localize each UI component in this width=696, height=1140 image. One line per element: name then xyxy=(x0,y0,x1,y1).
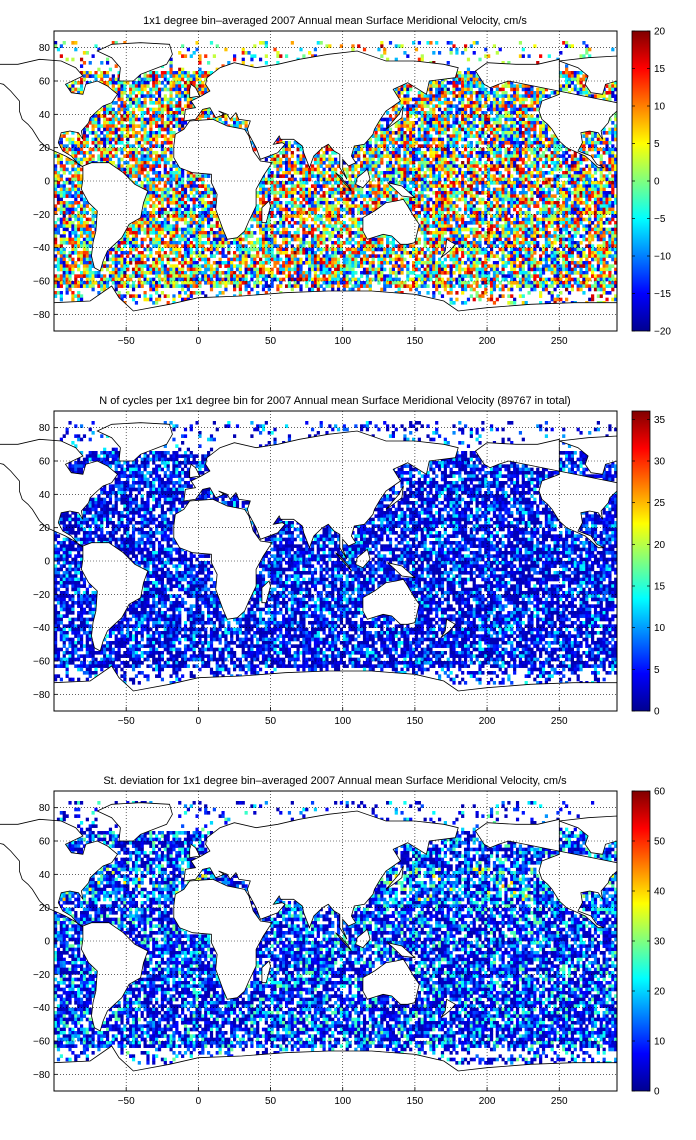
x-tick-label: 100 xyxy=(334,1096,351,1107)
x-tick-label: 150 xyxy=(407,716,424,727)
panel-velocity: 1x1 degree bin–averaged 2007 Annual mean… xyxy=(0,15,671,347)
colorbar-tick-label: 20 xyxy=(654,27,666,38)
y-tick-label: 60 xyxy=(39,77,51,88)
x-tick-label: 150 xyxy=(407,336,424,347)
y-tick-label: −20 xyxy=(33,210,50,221)
gridlines xyxy=(54,31,617,331)
y-tick-label: 80 xyxy=(39,43,51,54)
x-tick-label: −50 xyxy=(118,1096,135,1107)
y-tick-label: −80 xyxy=(33,1070,50,1081)
colorbar-tick-label: −10 xyxy=(654,252,671,263)
gridlines xyxy=(54,791,617,1091)
x-tick-label: 50 xyxy=(265,1096,277,1107)
colorbar-tick-label: −5 xyxy=(654,214,666,225)
y-tick-label: −60 xyxy=(33,277,50,288)
colorbar-tick-label: 20 xyxy=(654,987,666,998)
colorbar-tick-label: 30 xyxy=(654,457,666,468)
x-tick-label: 50 xyxy=(265,336,277,347)
y-tick-label: 20 xyxy=(39,523,51,534)
y-tick-label: 20 xyxy=(39,143,51,154)
gridlines xyxy=(54,411,617,711)
y-tick-label: −80 xyxy=(33,690,50,701)
x-tick-label: −50 xyxy=(118,336,135,347)
colorbar-tick-label: 5 xyxy=(654,139,660,150)
coastlines xyxy=(0,42,618,332)
y-tick-label: 20 xyxy=(39,903,51,914)
colorbar-tick-label: 30 xyxy=(654,937,666,948)
x-tick-label: 0 xyxy=(196,716,202,727)
y-tick-label: 40 xyxy=(39,490,51,501)
colorbar-tick-label: 10 xyxy=(654,102,666,113)
panel-title: St. deviation for 1x1 degree bin–average… xyxy=(103,775,567,787)
panel-stdev: St. deviation for 1x1 degree bin–average… xyxy=(0,775,666,1107)
x-tick-label: 0 xyxy=(196,336,202,347)
y-tick-label: −60 xyxy=(33,1037,50,1048)
colorbar-tick-label: 20 xyxy=(654,540,666,551)
y-tick-label: 0 xyxy=(44,937,50,948)
y-tick-label: 0 xyxy=(44,557,50,568)
data-cells xyxy=(54,41,618,305)
x-tick-label: 0 xyxy=(196,1096,202,1107)
x-tick-label: 250 xyxy=(551,1096,568,1107)
x-tick-label: −50 xyxy=(118,716,135,727)
data-cells xyxy=(54,801,618,1065)
colorbar-tick-label: 0 xyxy=(654,177,660,188)
y-tick-label: 60 xyxy=(39,457,51,468)
x-tick-label: 200 xyxy=(479,336,496,347)
colorbar-tick-label: 25 xyxy=(654,498,666,509)
colorbar-tick-label: −15 xyxy=(654,289,671,300)
colorbar-gradient xyxy=(631,410,651,712)
colorbar-tick-label: 40 xyxy=(654,887,666,898)
y-tick-label: −40 xyxy=(33,623,50,634)
colorbar-tick-label: −20 xyxy=(654,327,671,338)
x-tick-label: 150 xyxy=(407,1096,424,1107)
colorbar-tick-label: 15 xyxy=(654,582,666,593)
colorbar-tick-label: 60 xyxy=(654,787,666,798)
coastlines xyxy=(0,422,618,712)
colorbar-tick-label: 5 xyxy=(654,665,660,676)
y-tick-label: −60 xyxy=(33,657,50,668)
y-tick-label: −40 xyxy=(33,243,50,254)
x-tick-label: 200 xyxy=(479,716,496,727)
colorbar-tick-label: 35 xyxy=(654,415,666,426)
y-tick-label: 0 xyxy=(44,177,50,188)
x-tick-label: 250 xyxy=(551,336,568,347)
y-tick-label: 60 xyxy=(39,837,51,848)
panel-title: 1x1 degree bin–averaged 2007 Annual mean… xyxy=(143,15,527,27)
colorbar-tick-label: 10 xyxy=(654,623,666,634)
x-tick-label: 200 xyxy=(479,1096,496,1107)
panel-count: N of cycles per 1x1 degree bin for 2007 … xyxy=(0,395,666,727)
y-tick-label: −20 xyxy=(33,590,50,601)
y-tick-label: −20 xyxy=(33,970,50,981)
panel-title: N of cycles per 1x1 degree bin for 2007 … xyxy=(99,395,570,407)
y-tick-label: −80 xyxy=(33,310,50,321)
y-tick-label: 40 xyxy=(39,870,51,881)
colorbar: 35 30 25 20 15 10 5 0 xyxy=(631,410,666,718)
colorbar-tick-label: 50 xyxy=(654,837,666,848)
y-tick-label: 40 xyxy=(39,110,51,121)
colorbar-tick-label: 0 xyxy=(654,707,660,718)
x-tick-label: 50 xyxy=(265,716,277,727)
coastlines xyxy=(0,802,618,1092)
y-tick-label: 80 xyxy=(39,423,51,434)
colorbar-tick-label: 15 xyxy=(654,64,666,75)
x-tick-label: 250 xyxy=(551,716,568,727)
x-tick-label: 100 xyxy=(334,716,351,727)
y-tick-label: 80 xyxy=(39,803,51,814)
colorbar: 60 50 40 30 20 10 0 xyxy=(631,787,666,1098)
colorbar-tick-label: 0 xyxy=(654,1087,660,1098)
y-tick-label: −40 xyxy=(33,1003,50,1014)
colorbar: 20 15 10 5 0 −5 −10 −15 −20 xyxy=(631,27,671,338)
x-tick-label: 100 xyxy=(334,336,351,347)
colorbar-tick-label: 10 xyxy=(654,1037,666,1048)
